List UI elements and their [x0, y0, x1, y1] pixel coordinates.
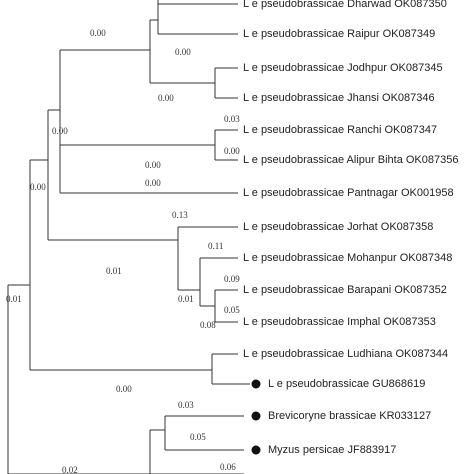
leaf-label: L e pseudobrassicae Raipur OK087349 [243, 28, 435, 40]
branch-label: 0.00 [90, 28, 106, 38]
branch-label: 0.01 [106, 266, 122, 276]
branch-label: 0.00 [30, 182, 46, 192]
markers [251, 379, 261, 455]
branch-label: 0.01 [6, 294, 22, 304]
branch-label: 0.05 [190, 432, 206, 442]
leaf-label: L e pseudobrassicae Imphal OK087353 [243, 316, 436, 328]
leaf-label: Brevicoryne brassicae KR033127 [268, 410, 431, 422]
marker-dot [251, 411, 261, 421]
branch-label: 0.06 [220, 462, 236, 472]
leaf-label: L e pseudobrassicae Dharwad OK087350 [243, 0, 447, 10]
leaf-label: Myzus persicae JF883917 [268, 444, 396, 456]
leaf-label: L e pseudobrassicae Jorhat OK087358 [243, 221, 433, 233]
branch-label: 0.00 [145, 178, 161, 188]
marker-dot [251, 379, 261, 389]
branch-label: 0.00 [175, 47, 191, 57]
branch-label: 0.13 [172, 210, 188, 220]
tree-branches [7, 0, 250, 474]
branch-label: 0.00 [116, 384, 132, 394]
leaf-label: L e pseudobrassicae Barapani OK087352 [243, 284, 447, 296]
branch-label: 0.03 [224, 114, 240, 124]
leaf-label: L e pseudobrassicae Ludhiana OK087344 [243, 348, 448, 360]
leaf-label: L e pseudobrassicae Jhansi OK087346 [243, 92, 435, 104]
branch-label: 0.02 [62, 465, 78, 474]
branch-label: 0.01 [178, 294, 194, 304]
marker-dot [251, 445, 261, 455]
leaf-label: L e pseudobrassicae Mohanpur OK087348 [243, 252, 452, 264]
branch-label: 0.08 [200, 320, 216, 330]
branch-label: 0.11 [208, 241, 223, 251]
branch-label: 0.00 [145, 160, 161, 170]
branch-label: 0.05 [224, 305, 240, 315]
branch-label: 0.03 [178, 400, 194, 410]
branch-label: 0.00 [224, 146, 240, 156]
leaf-label: L e pseudobrassicae GU868619 [268, 378, 425, 390]
leaf-label: L e pseudobrassicae Ranchi OK087347 [243, 124, 437, 136]
leaf-label: L e pseudobrassicae Pantnagar OK001958 [243, 187, 454, 199]
branch-labels: 0.00 0.00 0.00 0.03 0.00 0.00 0.00 0.00 … [6, 28, 240, 474]
branch-label: 0.00 [52, 126, 68, 136]
leaf-labels: L e pseudobrassicae Dharwad OK087350 L e… [243, 0, 458, 456]
branch-label: 0.00 [158, 93, 174, 103]
leaf-label: L e pseudobrassicae Jodhpur OK087345 [243, 62, 443, 74]
branch-label: 0.09 [224, 274, 240, 284]
leaf-label: L e pseudobrassicae Alipur Bihta OK08735… [243, 154, 458, 166]
